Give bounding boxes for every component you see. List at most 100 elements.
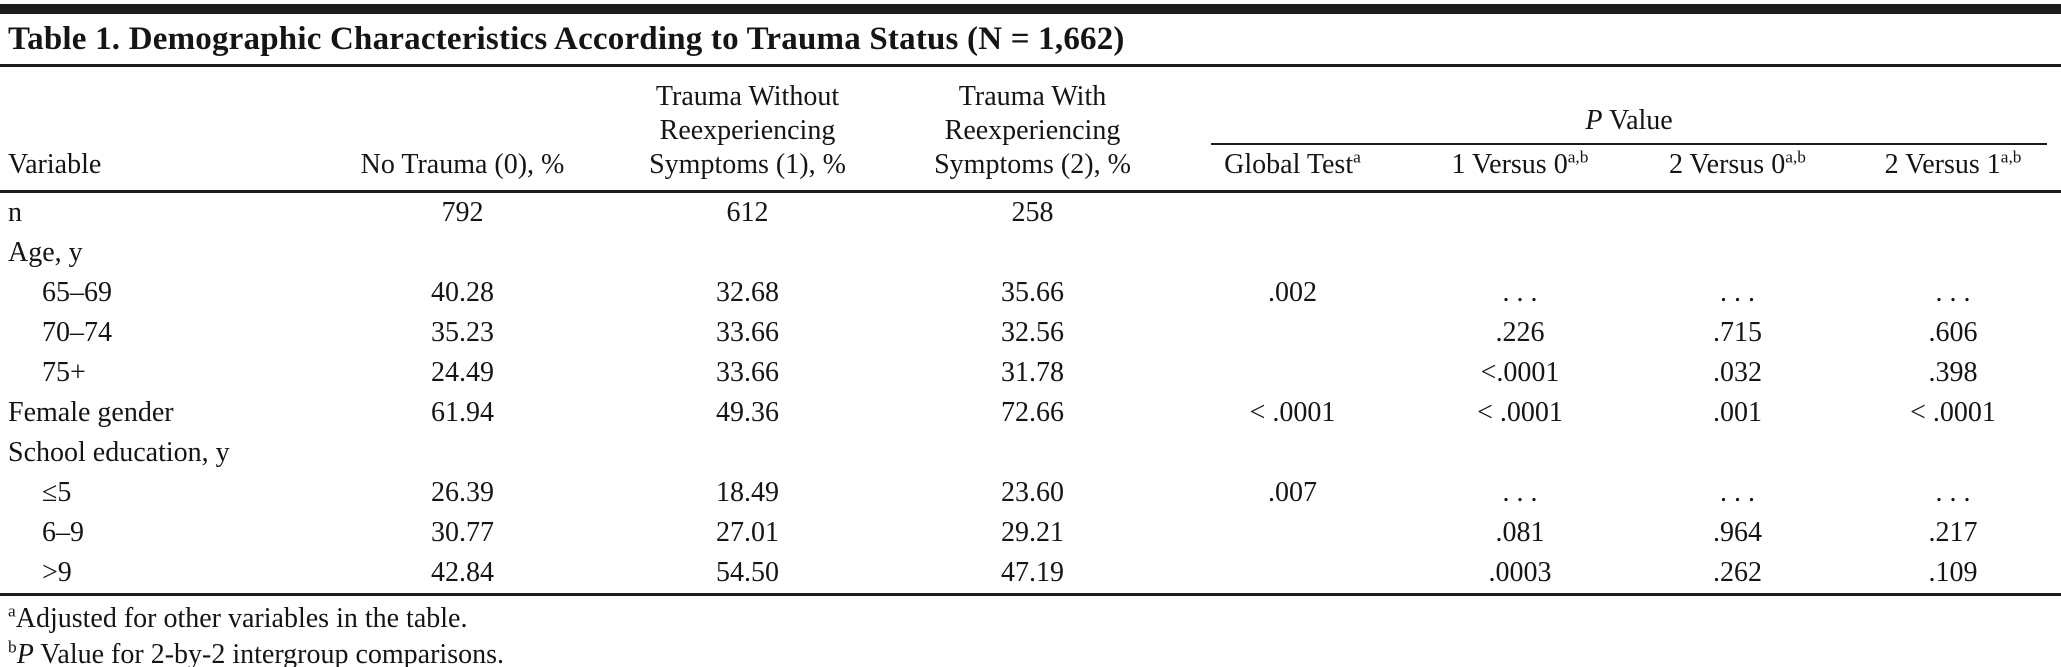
column-header-trauma-with-reexperiencing: Trauma With Reexperiencing Symptoms (2),… <box>890 67 1175 193</box>
cell-trauma-with: 29.21 <box>1001 516 1064 548</box>
column-group-p-value: P Value <box>1175 67 2061 145</box>
cell-no-trauma: 792 <box>441 196 484 228</box>
column-header-1-versus-0: 1 Versus 0a,b <box>1410 145 1630 193</box>
cell-trauma-without: 33.66 <box>716 356 779 388</box>
2-versus-0-footnote-marker: a,b <box>1785 147 1806 167</box>
row-label: School education, y <box>8 436 230 468</box>
footnote-b-marker: b <box>8 637 17 657</box>
cell-1-versus-0: .081 <box>1495 516 1545 548</box>
2-versus-1-label: 2 Versus 1 <box>1884 148 2001 180</box>
cell-1-versus-0: .226 <box>1495 316 1545 348</box>
cell-trauma-with: 47.19 <box>1001 556 1064 588</box>
cell-trauma-without: 612 <box>726 196 769 228</box>
row-label: Female gender <box>8 396 174 428</box>
cell-1-versus-0: . . . <box>1502 276 1538 308</box>
cell-global-test <box>1175 353 1410 393</box>
cell-2-versus-1: . . . <box>1935 276 1971 308</box>
cell-trauma-with: 72.66 <box>1001 396 1064 428</box>
table-header: Variable No Trauma (0), % Trauma Without… <box>0 67 2061 193</box>
cell-global-test: .007 <box>1268 476 1317 508</box>
cell-global-test <box>1175 553 1410 593</box>
cell-2-versus-1: .217 <box>1928 516 1978 548</box>
table-row: 65–69 40.28 32.68 35.66 .002 . . . . . .… <box>0 273 2061 313</box>
cell-trauma-with: 35.66 <box>1001 276 1064 308</box>
table-row: >9 42.84 54.50 47.19 .0003 .262 .109 <box>0 553 2061 593</box>
cell-trauma-without: 18.49 <box>716 476 779 508</box>
cell-2-versus-1 <box>1845 433 2061 473</box>
table-row: 6–9 30.77 27.01 29.21 .081 .964 .217 <box>0 513 2061 553</box>
cell-trauma-without <box>605 233 890 273</box>
cell-2-versus-0: .964 <box>1713 516 1762 548</box>
row-label: ≤5 <box>42 476 72 508</box>
cell-global-test <box>1175 191 1410 233</box>
cell-global-test <box>1175 433 1410 473</box>
cell-2-versus-1: .109 <box>1928 556 1978 588</box>
global-test-footnote-marker: a <box>1353 147 1361 167</box>
row-label: >9 <box>42 556 72 588</box>
table-row: 70–74 35.23 33.66 32.56 .226 .715 .606 <box>0 313 2061 353</box>
header-row-groups: Variable No Trauma (0), % Trauma Without… <box>0 67 2061 193</box>
table-row: 75+ 24.49 33.66 31.78 <.0001 .032 .398 <box>0 353 2061 393</box>
cell-2-versus-1 <box>1845 191 2061 233</box>
cell-no-trauma <box>320 233 605 273</box>
cell-1-versus-0: .0003 <box>1488 556 1552 588</box>
cell-2-versus-0: .715 <box>1713 316 1762 348</box>
cell-trauma-without: 33.66 <box>716 316 779 348</box>
table-row: Female gender 61.94 49.36 72.66 < .0001 … <box>0 393 2061 433</box>
row-label: 75+ <box>42 356 86 388</box>
demographics-table: Variable No Trauma (0), % Trauma Without… <box>0 67 2061 593</box>
cell-2-versus-0 <box>1630 191 1845 233</box>
column-header-global-test: Global Testa <box>1175 145 1410 193</box>
table-row: ≤5 26.39 18.49 23.60 .007 . . . . . . . … <box>0 473 2061 513</box>
column-header-2-versus-0: 2 Versus 0a,b <box>1630 145 1845 193</box>
p-value-spanner: P Value <box>1211 104 2048 145</box>
2-versus-1-footnote-marker: a,b <box>2000 147 2022 167</box>
cell-trauma-with <box>890 233 1175 273</box>
footnote-b-text: Value for 2-by-2 intergroup comparisons. <box>33 638 504 667</box>
table-row: Age, y <box>0 233 2061 273</box>
cell-global-test: .002 <box>1268 276 1317 308</box>
cell-no-trauma: 61.94 <box>431 396 494 428</box>
cell-2-versus-0: . . . <box>1720 476 1755 508</box>
table-body: n 792 612 258 Age, y <box>0 191 2061 593</box>
2-versus-0-label: 2 Versus 0 <box>1669 148 1786 180</box>
cell-2-versus-0 <box>1630 233 1845 273</box>
cell-2-versus-1 <box>1845 233 2061 273</box>
cell-trauma-without: 54.50 <box>716 556 779 588</box>
cell-trauma-with: 23.60 <box>1001 476 1064 508</box>
footnote-b: bP Value for 2-by-2 intergroup compariso… <box>8 637 2053 667</box>
cell-2-versus-0: .262 <box>1713 556 1762 588</box>
cell-no-trauma: 30.77 <box>431 516 494 548</box>
footnote-a-marker: a <box>8 601 16 621</box>
global-test-label: Global Test <box>1224 148 1354 180</box>
table-row: n 792 612 258 <box>0 191 2061 233</box>
cell-1-versus-0: < .0001 <box>1477 396 1563 428</box>
cell-2-versus-1: < .0001 <box>1910 396 1996 428</box>
cell-no-trauma: 42.84 <box>431 556 494 588</box>
row-label: Age, y <box>8 236 83 268</box>
cell-no-trauma: 40.28 <box>431 276 494 308</box>
cell-2-versus-0: .001 <box>1713 396 1762 428</box>
row-label: 6–9 <box>42 516 84 548</box>
table-row: School education, y <box>0 433 2061 473</box>
footnotes: aAdjusted for other variables in the tab… <box>0 592 2061 667</box>
cell-1-versus-0: <.0001 <box>1480 356 1560 388</box>
cell-global-test <box>1175 233 1410 273</box>
cell-no-trauma <box>320 433 605 473</box>
cell-trauma-without: 49.36 <box>716 396 779 428</box>
column-header-variable: Variable <box>0 67 320 193</box>
p-value-label-italic: P <box>1585 105 1603 136</box>
footnote-a: aAdjusted for other variables in the tab… <box>8 601 2053 637</box>
header-row-pcolumns: Global Testa 1 Versus 0a,b 2 Versus 0a,b… <box>0 145 2061 193</box>
1-versus-0-footnote-marker: a,b <box>1567 147 1589 167</box>
footnote-a-text: Adjusted for other variables in the tabl… <box>15 602 468 634</box>
cell-1-versus-0 <box>1410 191 1630 233</box>
column-header-no-trauma: No Trauma (0), % <box>320 67 605 193</box>
cell-2-versus-0: .032 <box>1713 356 1762 388</box>
cell-trauma-with: 31.78 <box>1001 356 1064 388</box>
cell-no-trauma: 35.23 <box>431 316 494 348</box>
cell-global-test <box>1175 313 1410 353</box>
row-label: 65–69 <box>42 276 112 308</box>
cell-global-test: < .0001 <box>1249 396 1336 428</box>
